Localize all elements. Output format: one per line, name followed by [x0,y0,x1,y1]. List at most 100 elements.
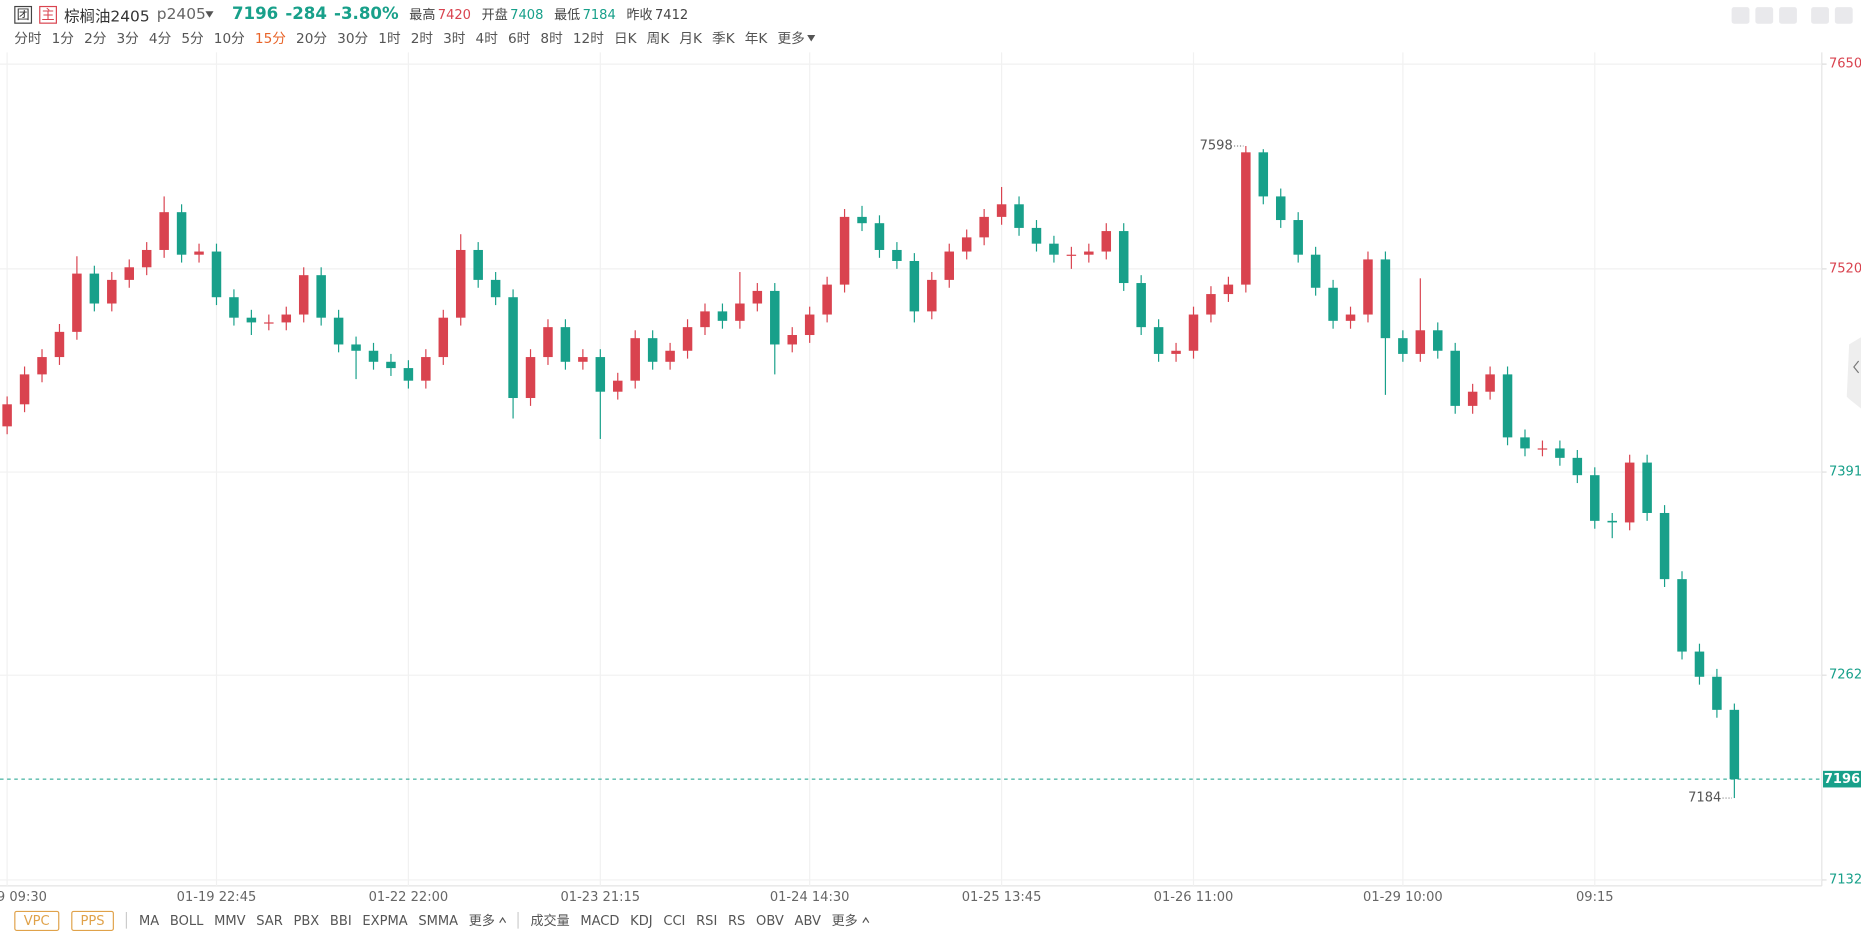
sub-indicator[interactable]: OBV [756,912,784,929]
period-button[interactable]: 1时 [378,29,401,47]
stat-value: 7420 [437,6,471,22]
current-price-label: 7196 [1824,772,1860,787]
candle-body [1258,152,1269,197]
y-tick-label: 7520 [1829,261,1861,276]
icon-button[interactable] [1834,7,1853,24]
main-indicator[interactable]: SMMA [418,912,459,929]
period-button[interactable]: 日K [613,29,637,47]
candle-body [211,251,222,298]
candle-body [560,327,571,362]
sub-indicator[interactable]: CCI [663,912,686,929]
candle-body [1188,314,1199,351]
main-indicator[interactable]: EXPMA [362,912,408,929]
caret-shape [205,11,215,18]
candle-body [37,357,47,375]
main-indicator[interactable]: PBX [293,912,320,929]
period-button[interactable]: 3时 [443,29,466,47]
main-indicator[interactable]: BBI [329,912,352,929]
candle-body [1467,391,1478,406]
badge: 团 [14,5,33,24]
period-button[interactable]: 年K [744,29,768,47]
candle-body [298,275,309,315]
candle-body [508,297,518,399]
period-button[interactable]: 2时 [410,29,434,47]
period-button[interactable]: 月K [679,29,702,47]
main-indicator[interactable]: MA [138,912,160,929]
candle-body [1363,259,1373,315]
candle-body [1345,314,1356,321]
caret-shape [499,916,507,924]
candle-body [1642,462,1652,513]
main-indicator[interactable]: BOLL [169,912,204,929]
candle-body [1624,462,1635,523]
candle-body [752,290,763,304]
period-button[interactable]: 20分 [296,29,328,47]
indicator-toggle[interactable]: PPS [71,910,115,931]
stat-label: 最高 [409,7,436,23]
period-button[interactable]: 季K [712,29,735,47]
period-button[interactable]: 10分 [213,29,245,47]
candle-body [700,311,710,328]
icon-button[interactable] [1779,7,1797,24]
indicator-bar: VPC PPS MA BOLL MMV SAR PBX BBI EXPMA SMMA 更多 成交量 MA… [14,910,880,931]
x-tick-label: 01-25 13:45 [962,890,1042,905]
main-indicator[interactable]: 更多 [468,913,495,929]
candle-body [281,314,292,323]
stat-label: 最低 [554,7,581,23]
sub-indicator[interactable]: RSI [696,912,718,929]
period-button[interactable]: 8时 [540,29,563,47]
sub-indicator[interactable]: RS [727,912,746,929]
period-button[interactable]: 5分 [181,29,204,47]
candle-body [525,357,536,399]
icon-button[interactable] [1811,7,1829,24]
stat-value: 7184 [582,6,616,22]
candle-body [1136,283,1146,328]
x-tick-label: 01-29 10:00 [1363,890,1443,905]
period-button[interactable]: 2分 [84,29,107,47]
stat-value: 7408 [510,6,544,22]
candle-body [2,404,12,427]
period-button[interactable]: 12时 [572,29,604,47]
last-price: 7196 [231,4,279,24]
candle-body [141,249,152,268]
icon-button[interactable] [1755,7,1774,24]
candle-body [316,275,326,318]
tool-icons [1731,7,1797,24]
period-button[interactable]: 分时 [14,29,42,47]
icon-button[interactable] [1731,7,1750,24]
period-button[interactable]: 4时 [475,29,498,47]
period-button[interactable]: 30分 [337,29,369,47]
candle-body [822,284,832,315]
caret [205,11,215,18]
period-button[interactable]: 15分 [254,29,286,47]
period-button[interactable]: 6时 [507,29,531,47]
candle-body [1433,330,1443,351]
main-indicator[interactable]: MMV [214,912,246,929]
symbol-code[interactable]: p2405 [156,5,206,24]
side-tab[interactable] [1846,337,1861,409]
candle-body [1712,676,1722,710]
sub-indicator[interactable]: KDJ [630,912,653,929]
period-button[interactable]: 4分 [148,29,172,47]
sub-indicator[interactable]: ABV [794,912,821,929]
separator [517,912,519,929]
sub-indicator[interactable]: MACD [580,912,620,929]
indicator-toggle[interactable]: VPC [14,910,60,931]
period-button[interactable]: 3分 [116,29,139,47]
sub-indicator[interactable]: 更多 [831,913,858,929]
candle-body [72,273,82,332]
period-button[interactable]: 更多 [777,29,805,47]
candle-body [857,216,867,224]
candle-body [1084,251,1094,255]
x-tick-label: 01-26 11:00 [1154,890,1234,905]
candle-body [264,322,274,324]
main-indicator[interactable]: SAR [256,912,283,929]
period-button[interactable]: 周K [646,29,670,47]
candle-body [351,344,361,351]
candle-body [19,374,30,405]
period-button[interactable]: 1分 [51,29,74,47]
current-price-box [1823,770,1861,788]
sub-indicator[interactable]: 成交量 [530,913,570,929]
candle-body [892,249,902,261]
